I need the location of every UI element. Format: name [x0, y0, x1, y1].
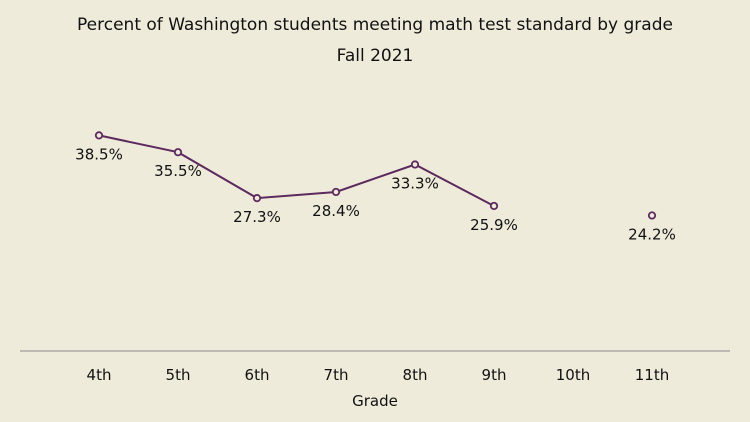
data-point — [252, 194, 262, 203]
data-label: 38.5% — [75, 145, 123, 163]
data-label: 27.3% — [233, 208, 281, 226]
data-label: 25.9% — [470, 216, 518, 234]
data-point — [173, 148, 183, 157]
x-tick-label: 7th — [324, 366, 349, 384]
x-tick-label: 11th — [635, 366, 669, 384]
x-tick-label: 10th — [556, 366, 590, 384]
data-point — [331, 187, 341, 197]
x-axis-title: Grade — [352, 392, 398, 410]
data-label: 35.5% — [154, 162, 202, 180]
chart-title: Percent of Washington students meeting m… — [77, 15, 673, 35]
data-point — [489, 201, 499, 211]
plot-area: 4th 5th 6th 7th 8th 9th 10th 11th 38.5% 35.5% 27.3… — [75, 131, 676, 384]
x-tick-label: 9th — [482, 366, 507, 384]
x-tick-label: 4th — [87, 366, 112, 384]
data-point — [647, 211, 657, 220]
data-label: 28.4% — [312, 202, 360, 220]
x-tick-label: 5th — [166, 366, 191, 384]
series-line — [98, 134, 495, 207]
data-label: 33.3% — [391, 175, 439, 193]
data-point — [94, 131, 104, 140]
x-tick-label: 6th — [245, 366, 270, 384]
chart-subtitle: Fall 2021 — [337, 46, 414, 66]
data-label: 24.2% — [628, 225, 676, 243]
x-tick-label: 8th — [403, 366, 428, 384]
data-point — [410, 160, 420, 169]
